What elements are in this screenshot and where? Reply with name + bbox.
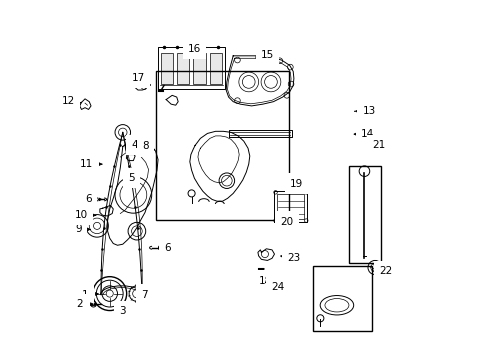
Bar [155, 71, 288, 220]
Text: 13: 13 [354, 106, 375, 116]
Bar [209, 53, 222, 84]
Text: 3: 3 [119, 305, 126, 316]
Text: 10: 10 [74, 210, 96, 220]
Text: 1: 1 [82, 290, 98, 300]
Text: 20: 20 [280, 217, 293, 227]
Text: 19: 19 [289, 179, 303, 189]
Text: 6: 6 [85, 194, 102, 204]
Bar [161, 53, 173, 84]
Text: 22: 22 [373, 266, 392, 276]
Text: 24: 24 [265, 282, 284, 292]
Text: 21: 21 [371, 140, 385, 150]
Text: 16: 16 [187, 44, 201, 54]
Text: 2: 2 [76, 299, 93, 309]
Text: 4: 4 [131, 140, 138, 150]
Bar [177, 53, 189, 84]
Text: 12: 12 [62, 96, 81, 105]
Text: 17: 17 [131, 73, 150, 85]
Text: 5: 5 [128, 173, 135, 183]
Text: 18: 18 [258, 275, 271, 285]
Text: 11: 11 [80, 159, 102, 169]
Text: 14: 14 [353, 129, 373, 139]
Text: 7: 7 [141, 290, 147, 300]
Text: 8: 8 [142, 141, 154, 152]
Bar [348, 166, 380, 263]
Bar [313, 266, 371, 331]
Text: 15: 15 [260, 50, 273, 60]
Text: 9: 9 [75, 224, 90, 234]
Bar [193, 53, 205, 84]
Text: 23: 23 [280, 253, 300, 263]
Text: 6: 6 [159, 243, 170, 253]
